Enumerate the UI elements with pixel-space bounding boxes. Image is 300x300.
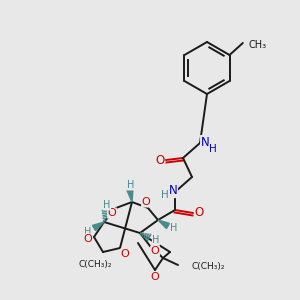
Text: N: N xyxy=(201,136,209,148)
Text: C(CH₃)₂: C(CH₃)₂ xyxy=(78,260,112,268)
Text: H: H xyxy=(127,180,135,190)
Text: H: H xyxy=(170,223,178,233)
Text: O: O xyxy=(121,249,129,259)
Polygon shape xyxy=(127,190,133,202)
Text: O: O xyxy=(194,206,204,220)
Text: O: O xyxy=(108,208,116,218)
Polygon shape xyxy=(92,222,104,231)
Text: O: O xyxy=(155,154,165,166)
Polygon shape xyxy=(158,220,169,229)
Text: N: N xyxy=(169,184,177,197)
Text: H: H xyxy=(161,190,169,200)
Text: C(CH₃)₂: C(CH₃)₂ xyxy=(192,262,226,272)
Text: H: H xyxy=(84,227,92,237)
Text: O: O xyxy=(142,197,150,207)
Text: H: H xyxy=(209,144,217,154)
Text: O: O xyxy=(151,272,159,282)
Text: CH₃: CH₃ xyxy=(249,40,267,50)
Text: H: H xyxy=(152,235,160,245)
Text: H: H xyxy=(103,200,111,210)
Text: O: O xyxy=(84,234,92,244)
Text: O: O xyxy=(151,246,159,256)
